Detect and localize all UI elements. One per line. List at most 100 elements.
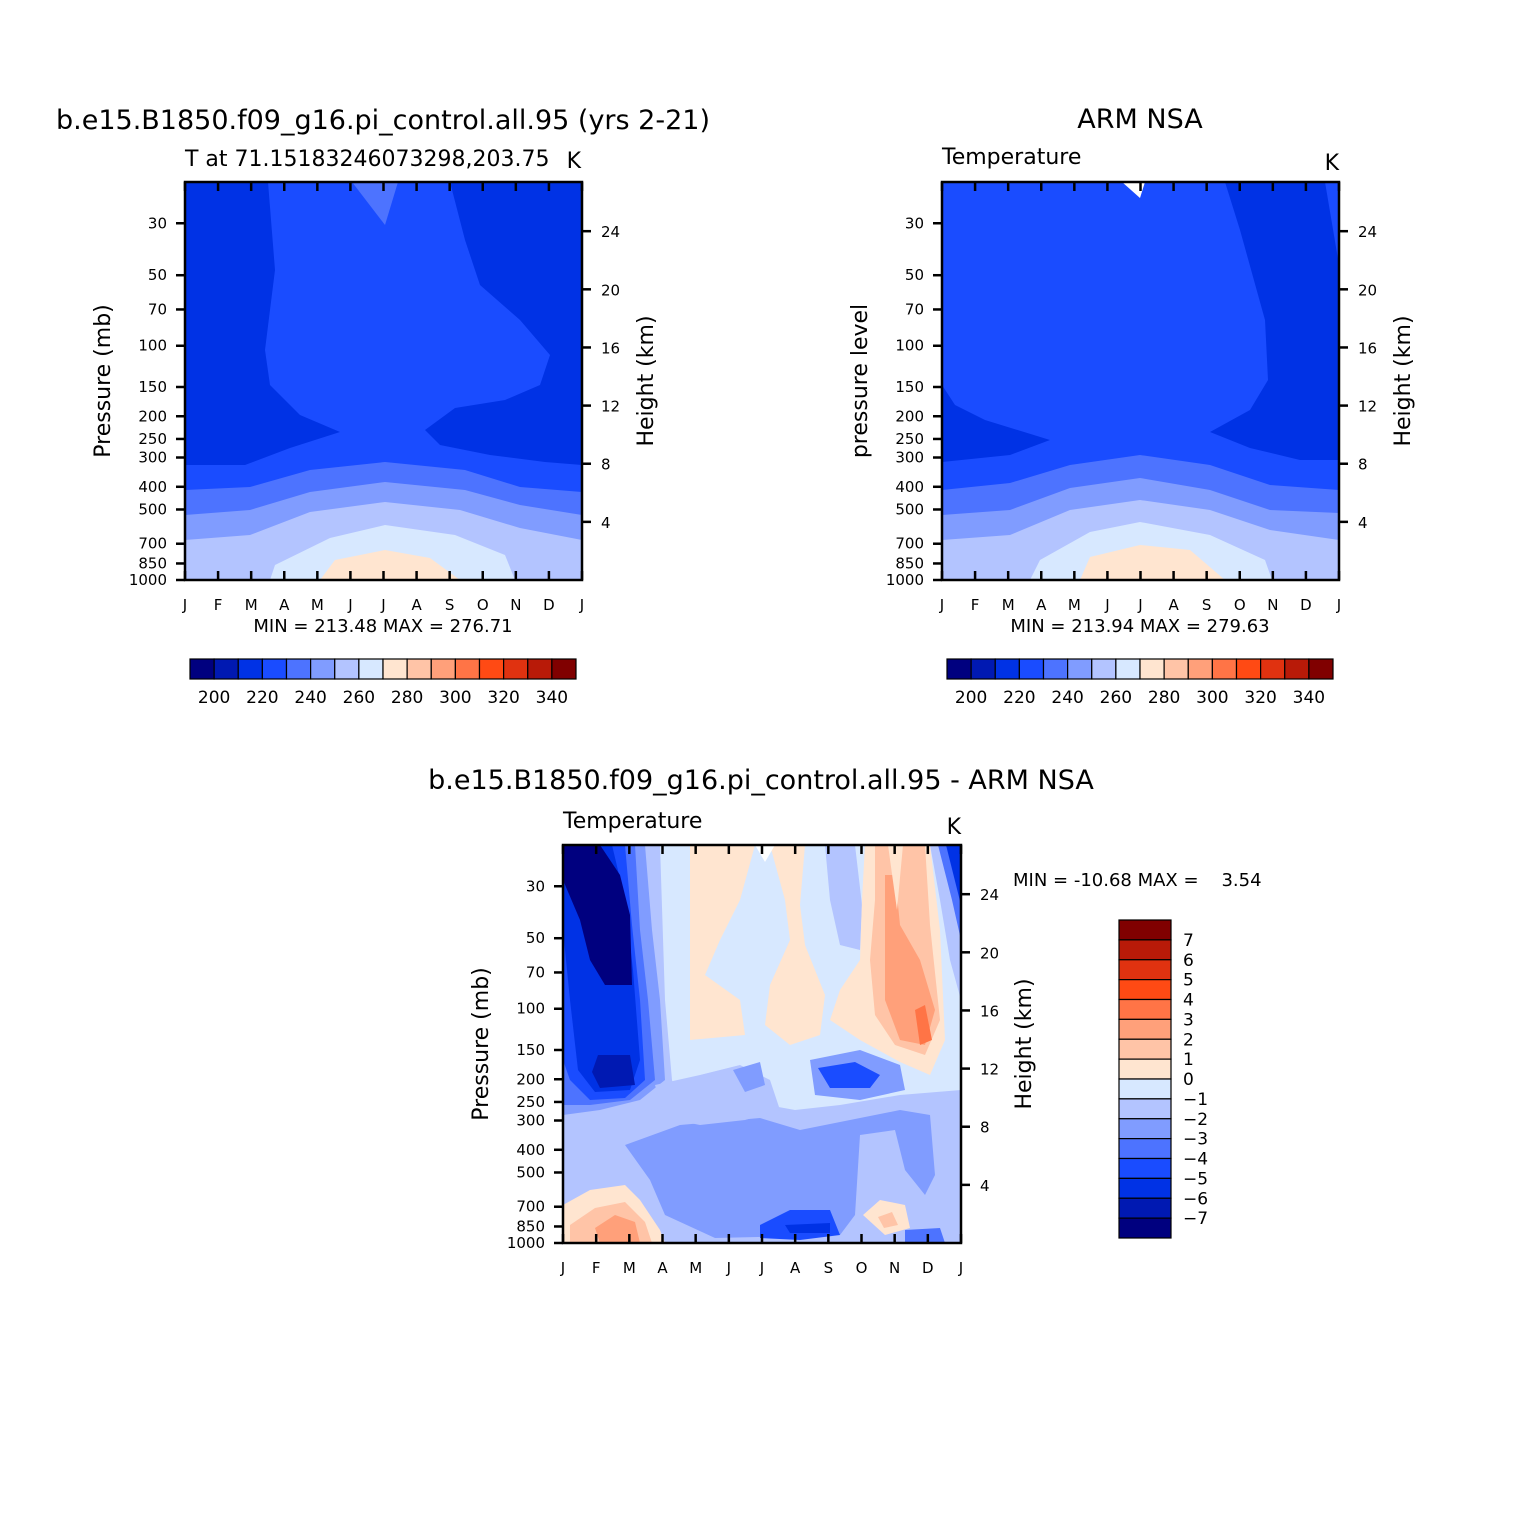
colorbar-swatch bbox=[237, 658, 263, 680]
panel1-ylabel: Pressure (mb) bbox=[91, 304, 116, 458]
colorbar-swatch bbox=[1118, 1197, 1172, 1219]
panel-model: b.e15.B1850.f09_g16.pi_control.all.95 (y… bbox=[56, 105, 710, 708]
colorbar-swatch bbox=[1067, 658, 1093, 680]
colorbar-swatch bbox=[1042, 658, 1069, 680]
x-tick-label: J bbox=[380, 596, 385, 614]
panel2-colorbar: 200 220 240 260 280 300 320 340 bbox=[946, 658, 1334, 708]
panel3-subtitle-left: Temperature bbox=[562, 809, 702, 834]
x-tick-label: S bbox=[445, 596, 455, 614]
y-tick-label: 150 bbox=[516, 1041, 545, 1059]
y-right-tick-label: 20 bbox=[601, 281, 620, 299]
colorbar-label: −4 bbox=[1183, 1150, 1208, 1170]
colorbar-swatch bbox=[1118, 939, 1172, 961]
x-tick-label: O bbox=[856, 1259, 868, 1277]
y-tick-label: 50 bbox=[148, 266, 167, 284]
y-tick-label: 50 bbox=[905, 266, 924, 284]
colorbar-label: 340 bbox=[536, 688, 568, 708]
y-tick-label: 1000 bbox=[129, 571, 167, 589]
panel2-y-axis-right: 24 20 16 12 8 4 bbox=[1339, 223, 1377, 532]
x-tick-label: A bbox=[1168, 596, 1179, 614]
colorbar-swatch bbox=[1118, 1118, 1172, 1140]
y-right-tick-label: 16 bbox=[980, 1002, 999, 1020]
x-tick-label: O bbox=[477, 596, 489, 614]
colorbar-label: 1 bbox=[1183, 1050, 1194, 1070]
colorbar-swatch bbox=[503, 658, 529, 680]
y-tick-label: 400 bbox=[138, 478, 167, 496]
y-tick-label: 200 bbox=[138, 407, 167, 425]
x-tick-label: J bbox=[1137, 596, 1142, 614]
colorbar-swatch bbox=[1118, 919, 1172, 941]
colorbar-swatch bbox=[1091, 658, 1117, 680]
y-tick-label: 300 bbox=[895, 449, 924, 467]
colorbar-swatch bbox=[213, 658, 239, 680]
colorbar-swatch bbox=[1118, 998, 1172, 1020]
x-tick-label: F bbox=[971, 596, 980, 614]
panel3-title: b.e15.B1850.f09_g16.pi_control.all.95 - … bbox=[428, 765, 1094, 796]
x-tick-label: J bbox=[182, 596, 187, 614]
panel-obs: ARM NSA Temperature K J F M A M J J A S O N D J 30 50… bbox=[848, 104, 1416, 708]
y-tick-label: 250 bbox=[895, 430, 924, 448]
colorbar-label: 300 bbox=[439, 688, 471, 708]
x-tick-label: A bbox=[790, 1259, 801, 1277]
x-tick-label: J bbox=[958, 1259, 963, 1277]
colorbar-swatch bbox=[406, 658, 432, 680]
y-right-tick-label: 8 bbox=[601, 456, 611, 474]
x-tick-label: A bbox=[279, 596, 290, 614]
y-tick-label: 700 bbox=[895, 535, 924, 553]
x-tick-label: N bbox=[889, 1259, 900, 1277]
y-tick-label: 1000 bbox=[886, 571, 924, 589]
y-tick-label: 200 bbox=[516, 1070, 545, 1088]
x-tick-label: J bbox=[939, 596, 944, 614]
colorbar-swatch bbox=[261, 658, 288, 680]
colorbar-swatch bbox=[334, 658, 360, 680]
y-tick-label: 700 bbox=[516, 1198, 545, 1216]
y-tick-label: 100 bbox=[138, 337, 167, 355]
y-tick-label: 30 bbox=[526, 877, 545, 895]
y-tick-label: 30 bbox=[148, 214, 167, 232]
y-right-tick-label: 12 bbox=[601, 398, 620, 416]
panel2-subtitle-left: Temperature bbox=[941, 145, 1081, 170]
x-tick-label: N bbox=[1267, 596, 1278, 614]
x-tick-label: A bbox=[411, 596, 422, 614]
colorbar-label: −7 bbox=[1183, 1209, 1208, 1229]
x-tick-label: S bbox=[824, 1259, 834, 1277]
colorbar-swatch bbox=[994, 658, 1020, 680]
panel1-y-axis-right: 24 20 16 12 8 4 bbox=[582, 223, 620, 532]
x-tick-label: S bbox=[1202, 596, 1212, 614]
colorbar-swatch bbox=[1163, 658, 1189, 680]
colorbar-label: 2 bbox=[1183, 1030, 1194, 1050]
x-tick-label: J bbox=[1336, 596, 1341, 614]
y-right-tick-label: 4 bbox=[980, 1177, 990, 1195]
colorbar-swatch bbox=[1187, 658, 1213, 680]
y-tick-label: 70 bbox=[148, 300, 167, 318]
x-tick-label: M bbox=[623, 1259, 636, 1277]
colorbar-swatch bbox=[478, 658, 505, 680]
y-right-tick-label: 24 bbox=[980, 886, 999, 904]
colorbar-label: 280 bbox=[1148, 688, 1180, 708]
colorbar-label: 200 bbox=[198, 688, 230, 708]
y-tick-label: 50 bbox=[526, 929, 545, 947]
colorbar-swatch bbox=[1118, 1157, 1172, 1179]
y-right-tick-label: 12 bbox=[980, 1061, 999, 1079]
x-tick-label: M bbox=[245, 596, 258, 614]
y-tick-label: 70 bbox=[905, 300, 924, 318]
colorbar-label: 300 bbox=[1196, 688, 1228, 708]
colorbar-swatch bbox=[1118, 979, 1172, 1001]
y-tick-label: 1000 bbox=[507, 1234, 545, 1252]
colorbar-swatch bbox=[551, 658, 577, 680]
colorbar-label: 320 bbox=[487, 688, 519, 708]
panel2-ylabel: pressure level bbox=[848, 304, 873, 458]
panel2-ylabel-right: Height (km) bbox=[1391, 315, 1416, 446]
colorbar-swatch bbox=[189, 658, 215, 680]
y-right-tick-label: 4 bbox=[1358, 514, 1368, 532]
colorbar-swatch bbox=[1118, 1177, 1172, 1199]
colorbar-swatch bbox=[1308, 658, 1334, 680]
colorbar-label: 320 bbox=[1244, 688, 1276, 708]
colorbar-label: −1 bbox=[1183, 1090, 1208, 1110]
colorbar-swatch bbox=[285, 658, 312, 680]
colorbar-label: 7 bbox=[1183, 931, 1194, 951]
colorbar-swatch bbox=[1118, 1078, 1172, 1100]
